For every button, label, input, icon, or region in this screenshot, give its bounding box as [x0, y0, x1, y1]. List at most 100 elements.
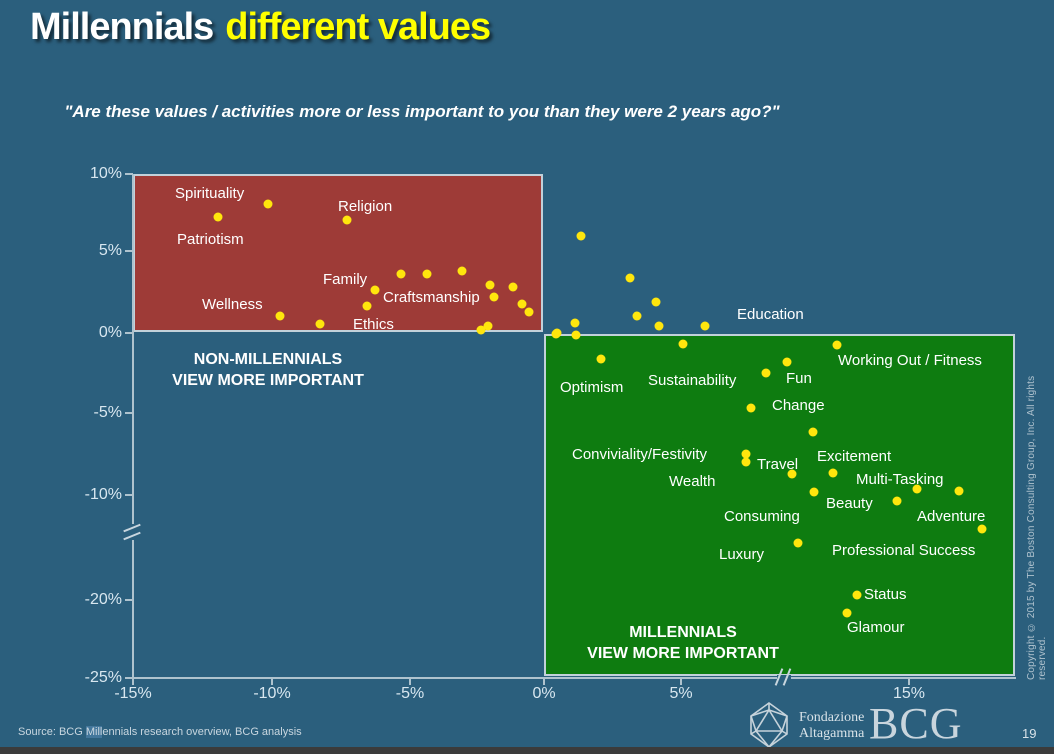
data-point [654, 321, 664, 331]
point-label-wealth: Wealth [669, 473, 716, 490]
point-label-luxury: Luxury [719, 546, 765, 563]
x-axis-line [132, 677, 1016, 679]
data-point [954, 486, 964, 496]
data-point-excitement [828, 468, 838, 478]
point-label-ethics: Ethics [353, 316, 394, 333]
point-label-status: Status [864, 586, 907, 603]
y-axis-tick [125, 494, 133, 496]
non-millennials-caption-line2: VIEW MORE IMPORTANT [172, 372, 364, 389]
source-text: Source: BCG [18, 726, 86, 738]
fondazione-line1: Fondazione [799, 710, 865, 725]
data-point-multi-tasking [912, 484, 922, 494]
title-part-yellow: different values [225, 6, 491, 48]
non-millennials-caption: NON-MILLENNIALS VIEW MORE IMPORTANT [137, 349, 399, 391]
data-point-fun [782, 357, 792, 367]
y-tick-label: -20% [84, 591, 122, 608]
point-label-working-out-fitness: Working Out / Fitness [838, 352, 982, 369]
x-axis-tick [409, 679, 411, 685]
x-axis-tick [132, 679, 134, 685]
data-point [571, 330, 581, 340]
data-point [483, 321, 493, 331]
data-point-change [746, 403, 756, 413]
page-number: 19 [1022, 726, 1037, 741]
data-point [808, 427, 818, 437]
x-tick-label: -5% [395, 685, 425, 702]
data-point [524, 307, 534, 317]
data-point [625, 273, 635, 283]
millennials-caption-line1: MILLENNIALS [629, 624, 737, 641]
data-point-consuming [809, 487, 819, 497]
point-label-fun: Fun [786, 370, 812, 387]
point-label-sustainability: Sustainability [648, 372, 737, 389]
data-point [315, 319, 325, 329]
data-point-optimism [596, 354, 606, 364]
y-axis-tick [125, 250, 133, 252]
data-point-religion [342, 215, 352, 225]
millennials-caption-line2: VIEW MORE IMPORTANT [587, 645, 779, 662]
data-point [632, 311, 642, 321]
x-axis-tick [680, 679, 682, 685]
y-tick-label: -25% [84, 669, 122, 686]
point-label-optimism: Optimism [560, 379, 624, 396]
data-point-glamour [842, 608, 852, 618]
point-label-spirituality: Spirituality [175, 185, 245, 202]
data-point [422, 269, 432, 279]
point-label-travel: Travel [757, 456, 799, 473]
point-label-adventure: Adventure [917, 508, 986, 525]
data-point-sustainability [678, 339, 688, 349]
point-label-multi-tasking: Multi-Tasking [856, 471, 944, 488]
data-point-craftsmanship [489, 292, 499, 302]
data-point [476, 325, 486, 335]
data-point [485, 280, 495, 290]
x-tick-label: -15% [114, 685, 152, 702]
data-point-luxury [793, 538, 803, 548]
y-axis-tick [125, 412, 133, 414]
data-point-ethics [362, 301, 372, 311]
data-point-status [852, 590, 862, 600]
page-title: Millennials different values [30, 6, 491, 49]
data-point [576, 231, 586, 241]
point-label-glamour: Glamour [847, 619, 905, 636]
data-point-spirituality [263, 199, 273, 209]
data-point-beauty [892, 496, 902, 506]
millennials-quadrant-box [544, 334, 1015, 676]
data-point-working-out-fitness [832, 340, 842, 350]
bcg-logo: BCG [869, 699, 963, 748]
data-point [570, 318, 580, 328]
data-point-patriotism [213, 212, 223, 222]
y-axis-break-gap [128, 524, 138, 540]
data-point [761, 368, 771, 378]
data-point-wellness [275, 311, 285, 321]
data-point-travel [787, 469, 797, 479]
millennials-caption: MILLENNIALS VIEW MORE IMPORTANT [552, 622, 814, 664]
point-label-consuming: Consuming [724, 508, 800, 525]
point-label-wellness: Wellness [202, 296, 263, 313]
point-label-patriotism: Patriotism [177, 231, 244, 248]
y-tick-label: 0% [98, 324, 122, 341]
point-label-professional-success: Professional Success [832, 542, 976, 559]
y-axis-tick [125, 677, 133, 679]
y-axis-tick [125, 173, 133, 175]
y-axis-tick [125, 332, 133, 334]
data-point-wealth [741, 457, 751, 467]
fondazione-altagamma-wordmark: Fondazione Altagamma [799, 710, 864, 742]
x-tick-label: 15% [892, 685, 926, 702]
fondazione-line2: Altagamma [799, 726, 865, 741]
x-tick-label: -10% [253, 685, 291, 702]
source-text: ennials research overview, BCG analysis [102, 726, 302, 738]
copyright-notice: Copyright © 2015 by The Boston Consultin… [1026, 375, 1048, 680]
y-axis-line [132, 174, 134, 678]
point-label-conviviality-festivity: Conviviality/Festivity [572, 446, 708, 463]
data-point-family [370, 285, 380, 295]
data-point [651, 297, 661, 307]
point-label-beauty: Beauty [826, 495, 873, 512]
x-tick-label: 5% [669, 685, 693, 702]
point-label-excitement: Excitement [817, 448, 892, 465]
point-label-craftsmanship: Craftsmanship [383, 289, 480, 306]
x-axis-tick [543, 679, 545, 685]
point-label-family: Family [323, 271, 368, 288]
data-point-conviviality-festivity [741, 449, 751, 459]
y-tick-label: 10% [89, 165, 122, 182]
data-point [457, 266, 467, 276]
